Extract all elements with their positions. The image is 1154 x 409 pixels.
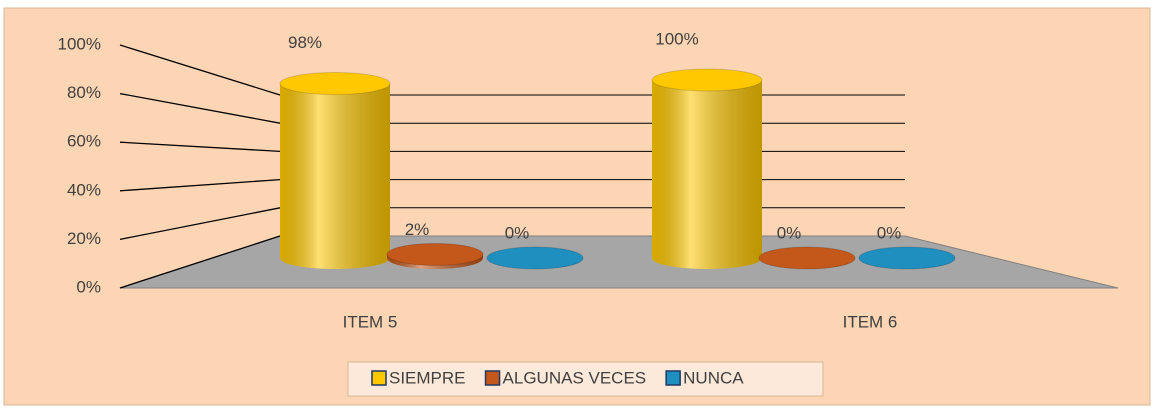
grid-line: [119, 92, 281, 124]
grid-line: [119, 44, 281, 96]
legend-label: SIEMPRE: [389, 368, 466, 387]
legend: [347, 361, 824, 397]
cylinder-shade: [280, 83, 390, 269]
x-tick-label: ITEM 5: [343, 312, 398, 331]
cylinder-top: [386, 242, 484, 266]
legend-swatch: [371, 370, 387, 386]
y-tick-label: 20%: [67, 229, 101, 248]
grid-line: [119, 235, 281, 289]
cylinder-top: [486, 246, 584, 270]
y-tick-label: 80%: [67, 83, 101, 102]
data-label: 2%: [405, 220, 430, 239]
cylinder-shade: [652, 80, 762, 269]
y-tick-label: 40%: [67, 180, 101, 199]
cylinder-top: [758, 246, 856, 270]
data-label: 0%: [505, 223, 530, 242]
chart-background: [3, 7, 1151, 406]
legend-swatch: [665, 370, 681, 386]
cylinder-top: [858, 246, 956, 270]
grid-line: [119, 178, 281, 192]
x-tick-label: ITEM 6: [843, 312, 898, 331]
data-label: 98%: [288, 33, 322, 52]
grid-line: [119, 141, 281, 153]
data-label: 0%: [777, 223, 802, 242]
legend-swatch: [484, 370, 501, 386]
legend-label: ALGUNAS VECES: [503, 368, 647, 387]
data-label: 100%: [655, 29, 698, 48]
y-tick-label: 0%: [76, 277, 101, 296]
data-label: 0%: [877, 223, 902, 242]
legend-label: NUNCA: [683, 368, 744, 387]
y-tick-label: 100%: [58, 34, 101, 53]
y-tick-label: 60%: [67, 132, 101, 151]
cylinder-top: [651, 68, 763, 92]
grid-line: [119, 207, 281, 241]
cylinder-top: [279, 72, 391, 96]
